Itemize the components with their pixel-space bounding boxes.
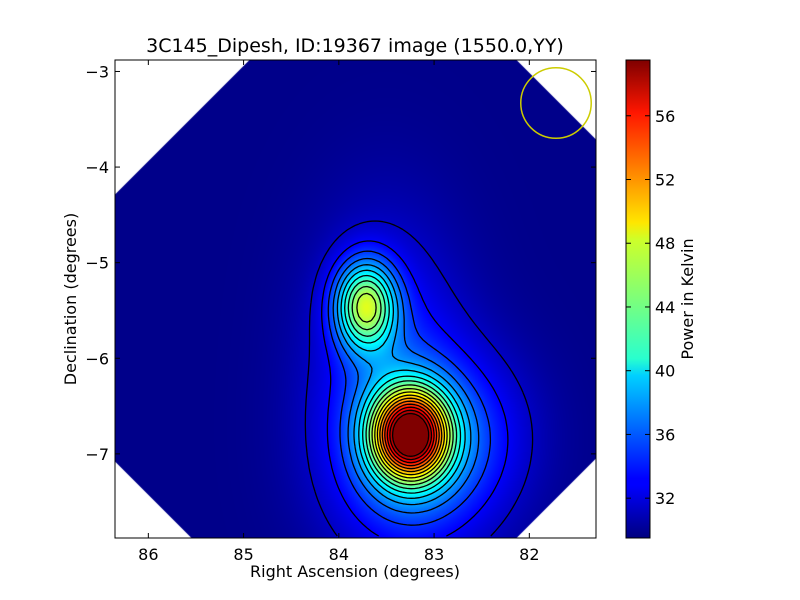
contour-line bbox=[384, 403, 438, 467]
colorbar-ticks: 32 36 40 44 48 52 56 bbox=[626, 107, 675, 508]
colorbar-tick-label: 44 bbox=[655, 298, 675, 317]
colorbar-tick-label: 56 bbox=[655, 107, 675, 126]
contour-line bbox=[381, 400, 440, 470]
y-tick-label: −4 bbox=[85, 158, 109, 177]
colorbar-tick-label: 48 bbox=[655, 234, 675, 253]
beam-circle bbox=[520, 67, 592, 140]
y-tick-label: −6 bbox=[85, 349, 109, 368]
y-tick-label: −3 bbox=[85, 62, 109, 81]
contour-line bbox=[356, 292, 451, 482]
contour-line bbox=[347, 280, 458, 490]
y-axis-label: Declination (degrees) bbox=[61, 213, 80, 385]
y-axis: −3 −4 −5 −6 −7 bbox=[85, 62, 596, 464]
x-axis-label: Right Ascension (degrees) bbox=[250, 562, 460, 581]
plot-area bbox=[115, 60, 596, 538]
x-tick-label: 86 bbox=[138, 545, 158, 564]
contour-line bbox=[336, 264, 472, 506]
contour-line bbox=[327, 250, 492, 526]
contour-line bbox=[321, 240, 509, 537]
contour-line bbox=[332, 257, 480, 514]
contour-line bbox=[340, 269, 466, 499]
colorbar-tick-label: 36 bbox=[655, 425, 675, 444]
plot-frame bbox=[114, 59, 597, 539]
contour-lines bbox=[304, 220, 534, 537]
contour-line bbox=[374, 391, 448, 479]
y-tick-label: −7 bbox=[85, 445, 109, 464]
x-tick-label: 84 bbox=[329, 545, 349, 564]
contour-line bbox=[379, 397, 443, 473]
x-axis: 86 85 84 83 82 bbox=[138, 60, 540, 564]
contour-line bbox=[391, 412, 430, 457]
contour-line bbox=[389, 409, 433, 461]
chart-title: 3C145_Dipesh, ID:19367 image (1550.0,YY) bbox=[146, 35, 564, 57]
y-tick-label: −5 bbox=[85, 254, 109, 273]
x-tick-label: 85 bbox=[233, 545, 253, 564]
colorbar-tick-label: 40 bbox=[655, 362, 675, 381]
colorbar-label: Power in Kelvin bbox=[678, 238, 697, 359]
x-tick-label: 82 bbox=[519, 545, 539, 564]
contour-line bbox=[304, 220, 534, 537]
contour-line bbox=[351, 285, 454, 486]
contour-line bbox=[344, 274, 462, 494]
x-tick-label: 83 bbox=[424, 545, 444, 564]
contour-line bbox=[386, 406, 435, 464]
contour-line bbox=[376, 394, 446, 476]
colorbar-tick-label: 52 bbox=[655, 171, 675, 190]
colorbar bbox=[625, 59, 651, 539]
heatmap-image bbox=[115, 60, 596, 538]
colorbar-tick-label: 32 bbox=[655, 489, 675, 508]
